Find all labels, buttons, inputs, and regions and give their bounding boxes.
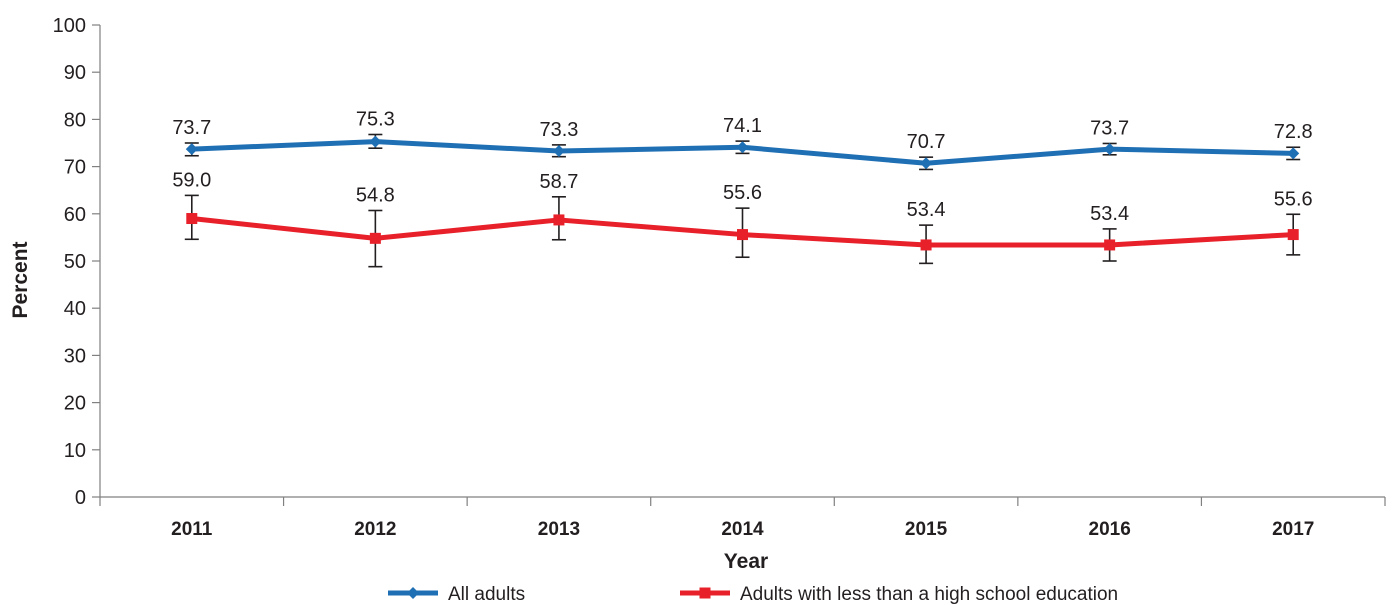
- data-label: 53.4: [907, 199, 946, 221]
- x-axis-title: Year: [724, 550, 768, 573]
- x-tick-label: 2014: [721, 519, 764, 540]
- data-labels: 73.7 75.3 73.3 74.1 70.7 73.7 72.8 59.0 54.8 58.7…: [172, 109, 1312, 225]
- legend-label: All adults: [448, 584, 525, 605]
- data-label: 55.6: [723, 182, 762, 204]
- data-label: 55.6: [1274, 188, 1313, 210]
- data-point-marker: [552, 145, 565, 158]
- legend-label: Adults with less than a high school educ…: [740, 584, 1118, 605]
- y-tick-label: 20: [64, 393, 86, 415]
- data-point-marker: [1104, 239, 1116, 251]
- legend-item: Adults with less than a high school educ…: [680, 584, 1118, 605]
- data-label: 54.8: [356, 184, 395, 206]
- data-point-marker: [736, 141, 749, 154]
- x-tick-label: 2013: [538, 519, 580, 540]
- data-point-marker: [920, 157, 933, 170]
- y-tick-label: 100: [53, 15, 86, 37]
- data-label: 75.3: [356, 109, 395, 131]
- y-axis: 0 10 20 30 40 50 60 70 80 90 100: [53, 15, 101, 509]
- legend-item: All adults: [388, 584, 525, 605]
- data-point-marker: [1287, 147, 1300, 160]
- x-tick-label: 2016: [1089, 519, 1131, 540]
- data-point-marker: [920, 239, 932, 251]
- data-label: 73.7: [1090, 117, 1129, 139]
- data-label: 73.3: [539, 119, 578, 141]
- data-label: 59.0: [172, 169, 211, 191]
- data-label: 58.7: [539, 171, 578, 193]
- y-axis-title: Percent: [9, 241, 32, 318]
- y-tick-label: 70: [64, 157, 86, 179]
- data-point-marker: [369, 135, 382, 148]
- legend-marker: [699, 587, 711, 599]
- data-point-marker: [553, 214, 565, 226]
- data-point-marker: [1103, 143, 1116, 156]
- y-tick-label: 0: [75, 487, 86, 509]
- data-label: 53.4: [1090, 203, 1129, 225]
- x-axis: 2011 2012 2013 2014 2015 2016 2017: [99, 496, 1386, 540]
- data-point-marker: [369, 232, 381, 244]
- data-point-marker: [185, 143, 198, 156]
- y-tick-label: 10: [64, 440, 86, 462]
- data-label: 70.7: [907, 131, 946, 153]
- data-label: 73.7: [172, 117, 211, 139]
- legend: All adults Adults with less than a high s…: [388, 584, 1118, 605]
- data-point-marker: [737, 229, 748, 241]
- y-tick-label: 80: [64, 109, 86, 131]
- y-tick-label: 90: [64, 62, 86, 84]
- y-tick-label: 50: [64, 251, 86, 273]
- data-label: 72.8: [1274, 121, 1313, 143]
- y-tick-label: 60: [64, 204, 86, 226]
- x-tick-label: 2011: [171, 519, 213, 540]
- data-point-marker: [1287, 229, 1299, 241]
- x-tick-label: 2017: [1272, 519, 1314, 540]
- legend-marker: [407, 587, 419, 599]
- y-tick-label: 40: [64, 298, 86, 320]
- data-label: 74.1: [723, 115, 762, 137]
- y-tick-label: 30: [64, 345, 86, 367]
- markers: [185, 135, 1300, 251]
- x-tick-label: 2012: [354, 519, 396, 540]
- x-tick-label: 2015: [905, 519, 948, 540]
- data-point-marker: [186, 213, 198, 225]
